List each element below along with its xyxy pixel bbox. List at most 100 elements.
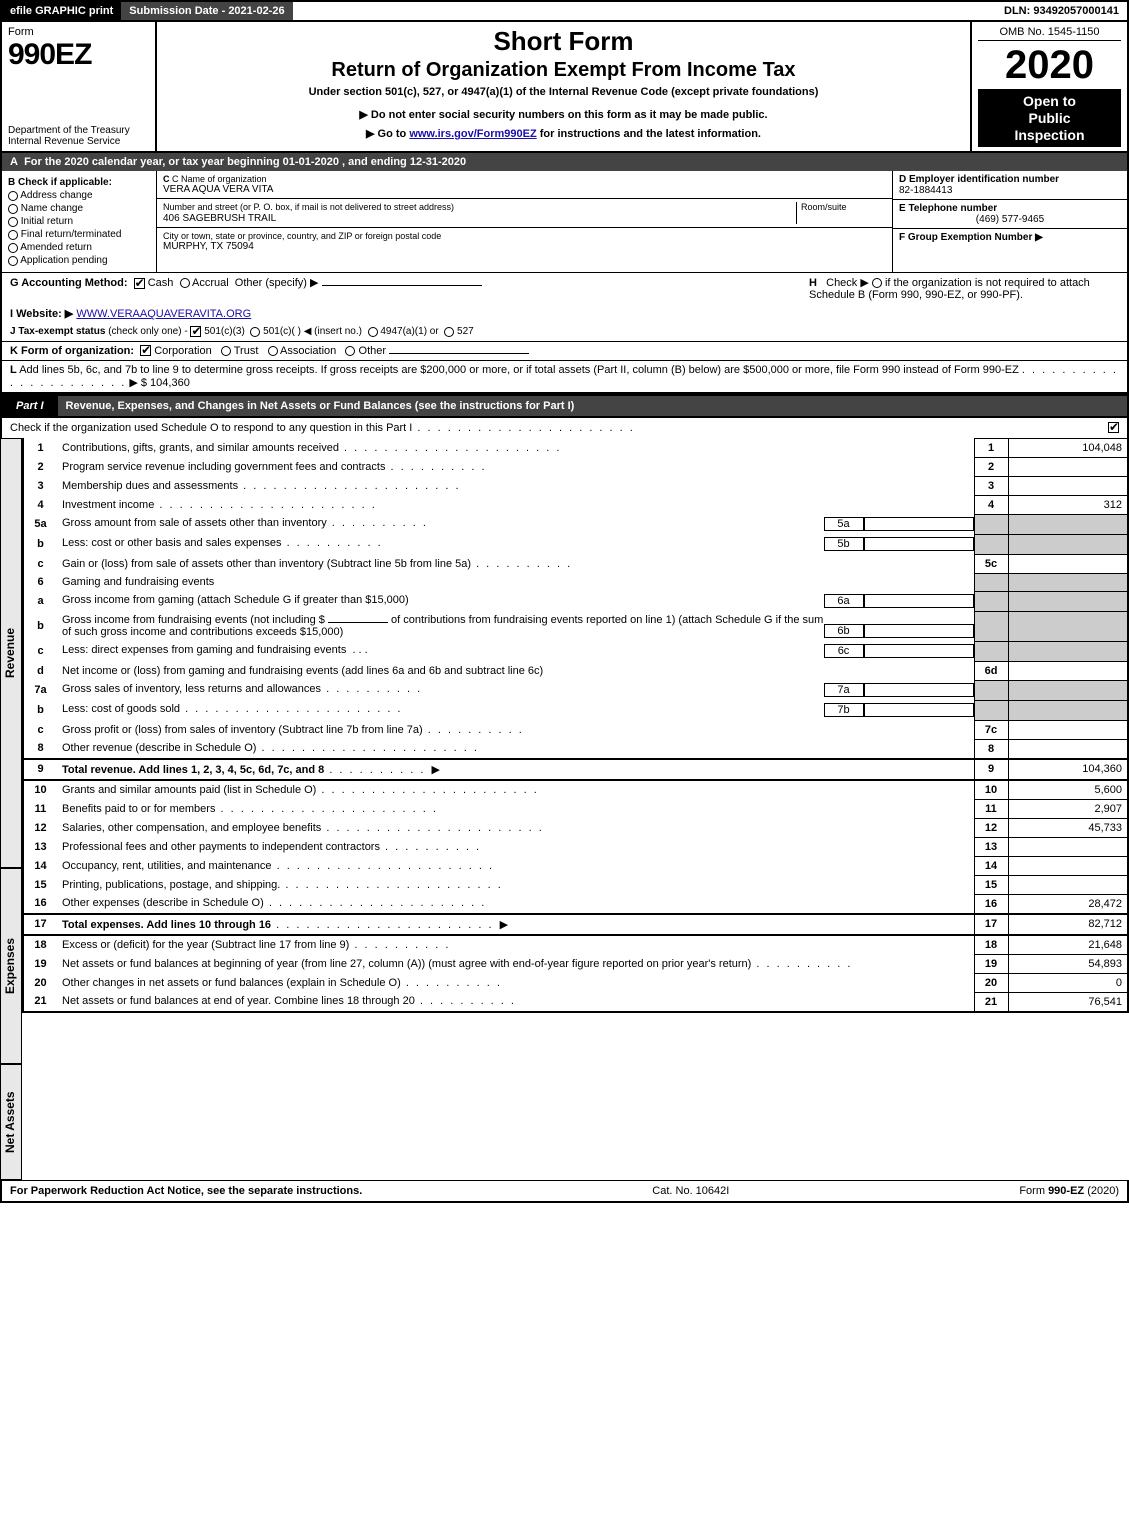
under-section-text: Under section 501(c), 527, or 4947(a)(1)…	[165, 86, 962, 98]
chk-association[interactable]	[268, 346, 278, 356]
dept-treasury: Department of the Treasury Internal Reve…	[8, 125, 149, 147]
amt-17: 82,712	[1008, 914, 1128, 935]
goto-line: ▶ Go to www.irs.gov/Form990EZ for instru…	[165, 127, 962, 140]
line-13: 13 Professional fees and other payments …	[23, 837, 1128, 856]
chk-cash[interactable]	[134, 278, 145, 289]
chk-application-pending[interactable]: Application pending	[8, 255, 150, 266]
line-15: 15 Printing, publications, postage, and …	[23, 875, 1128, 894]
chk-initial-return[interactable]: Initial return	[8, 216, 150, 227]
line-6a: a Gross income from gaming (attach Sched…	[23, 591, 1128, 611]
entity-info-grid: B Check if applicable: Address change Na…	[0, 171, 1129, 272]
return-title: Return of Organization Exempt From Incom…	[165, 59, 962, 82]
line-8: 8 Other revenue (describe in Schedule O)…	[23, 739, 1128, 759]
dln: DLN: 93492057000141	[996, 2, 1127, 20]
short-form-title: Short Form	[165, 26, 962, 57]
part1-subtitle: Check if the organization used Schedule …	[10, 422, 635, 434]
chk-schedule-o-used[interactable]	[1108, 422, 1119, 433]
chk-trust[interactable]	[221, 346, 231, 356]
ein-label: D Employer identification number	[899, 174, 1059, 185]
line-14: 14 Occupancy, rent, utilities, and maint…	[23, 856, 1128, 875]
part1-title: Revenue, Expenses, and Changes in Net As…	[58, 396, 1127, 416]
chk-corporation[interactable]	[140, 345, 151, 356]
rail-net-assets: Net Assets	[0, 1064, 22, 1180]
line-2: 2 Program service revenue including gove…	[23, 457, 1128, 476]
amt-20: 0	[1008, 973, 1128, 992]
city-label: City or town, state or province, country…	[163, 231, 886, 241]
form-number: 990EZ	[8, 38, 149, 72]
form-ref: Form 990-EZ (2020)	[1019, 1185, 1119, 1197]
chk-final-return[interactable]: Final return/terminated	[8, 229, 150, 240]
amt-10: 5,600	[1008, 780, 1128, 800]
line-i: I Website: ▶ WWW.VERAAQUAVERAVITA.ORG	[0, 304, 1129, 323]
line-18: 18 Excess or (deficit) for the year (Sub…	[23, 935, 1128, 955]
org-name-label: C C Name of organization	[163, 174, 886, 184]
boxes-d-e-f: D Employer identification number 82-1884…	[892, 171, 1127, 272]
group-exemption-label: F Group Exemption Number ▶	[899, 232, 1043, 243]
chk-527[interactable]	[444, 327, 454, 337]
amt-9: 104,360	[1008, 759, 1128, 780]
amt-1: 104,048	[1008, 438, 1128, 457]
efile-label: efile GRAPHIC print	[2, 2, 121, 20]
gross-receipts: $ 104,360	[141, 377, 190, 389]
amt-3	[1008, 476, 1128, 495]
website-link[interactable]: WWW.VERAAQUAVERAVITA.ORG	[76, 308, 251, 320]
chk-501c3[interactable]	[190, 326, 201, 337]
phone-value: (469) 577-9465	[899, 214, 1121, 225]
amt-13	[1008, 837, 1128, 856]
amt-5c	[1008, 554, 1128, 573]
irs-link[interactable]: www.irs.gov/Form990EZ	[409, 128, 536, 140]
line-k: K Form of organization: Corporation Trus…	[0, 342, 1129, 361]
amt-21: 76,541	[1008, 992, 1128, 1012]
line-5c: c Gain or (loss) from sale of assets oth…	[23, 554, 1128, 573]
line-1: 1 Contributions, gifts, grants, and simi…	[23, 438, 1128, 457]
amt-7c	[1008, 720, 1128, 739]
chk-other-org[interactable]	[345, 346, 355, 356]
line-h: H Check ▶ if the organization is not req…	[809, 276, 1119, 301]
chk-address-change[interactable]: Address change	[8, 190, 150, 201]
line-11: 11 Benefits paid to or for members 11 2,…	[23, 799, 1128, 818]
line-5b: b Less: cost or other basis and sales ex…	[23, 534, 1128, 554]
line-6d: d Net income or (loss) from gaming and f…	[23, 661, 1128, 680]
line-19: 19 Net assets or fund balances at beginn…	[23, 954, 1128, 973]
ein-value: 82-1884413	[899, 185, 952, 196]
header-center: Short Form Return of Organization Exempt…	[157, 22, 972, 151]
lines-table: 1 Contributions, gifts, grants, and simi…	[22, 438, 1129, 1013]
part1-body: Revenue Expenses Net Assets 1 Contributi…	[0, 438, 1129, 1180]
amt-6d	[1008, 661, 1128, 680]
header-left: Form 990EZ Department of the Treasury In…	[2, 22, 157, 151]
phone-label: E Telephone number	[899, 203, 997, 214]
amt-16: 28,472	[1008, 894, 1128, 914]
line-10: 10 Grants and similar amounts paid (list…	[23, 780, 1128, 800]
chk-not-required-schedule-b[interactable]	[872, 278, 882, 288]
line-3: 3 Membership dues and assessments 3	[23, 476, 1128, 495]
street-label: Number and street (or P. O. box, if mail…	[163, 202, 454, 212]
chk-amended-return[interactable]: Amended return	[8, 242, 150, 253]
org-name: VERA AQUA VERA VITA	[163, 184, 886, 195]
open-to-public: Open to Public Inspection	[978, 89, 1121, 147]
part1-header: Part I Revenue, Expenses, and Changes in…	[0, 394, 1129, 416]
line-6: 6 Gaming and fundraising events	[23, 573, 1128, 591]
amt-4: 312	[1008, 495, 1128, 514]
amt-15	[1008, 875, 1128, 894]
chk-4947a1[interactable]	[368, 327, 378, 337]
amt-18: 21,648	[1008, 935, 1128, 955]
form-word: Form	[8, 26, 149, 38]
line-17: 17 Total expenses. Add lines 10 through …	[23, 914, 1128, 935]
rail-revenue: Revenue	[0, 438, 22, 868]
line-7c: c Gross profit or (loss) from sales of i…	[23, 720, 1128, 739]
line-7b: b Less: cost of goods sold 7b	[23, 700, 1128, 720]
chk-name-change[interactable]: Name change	[8, 203, 150, 214]
part1-label: Part I	[2, 396, 58, 416]
chk-501c[interactable]	[250, 327, 260, 337]
chk-accrual[interactable]	[180, 278, 190, 288]
line-a-period: A For the 2020 calendar year, or tax yea…	[0, 153, 1129, 171]
line-6b: b Gross income from fundraising events (…	[23, 611, 1128, 641]
box-c: C C Name of organization VERA AQUA VERA …	[157, 171, 892, 272]
line-4: 4 Investment income 4 312	[23, 495, 1128, 514]
line-16: 16 Other expenses (describe in Schedule …	[23, 894, 1128, 914]
part1-subtitle-row: Check if the organization used Schedule …	[0, 416, 1129, 438]
amt-8	[1008, 739, 1128, 759]
line-j: J Tax-exempt status (check only one) - 5…	[0, 323, 1129, 341]
line-6c: c Less: direct expenses from gaming and …	[23, 641, 1128, 661]
line-9: 9 Total revenue. Add lines 1, 2, 3, 4, 5…	[23, 759, 1128, 780]
